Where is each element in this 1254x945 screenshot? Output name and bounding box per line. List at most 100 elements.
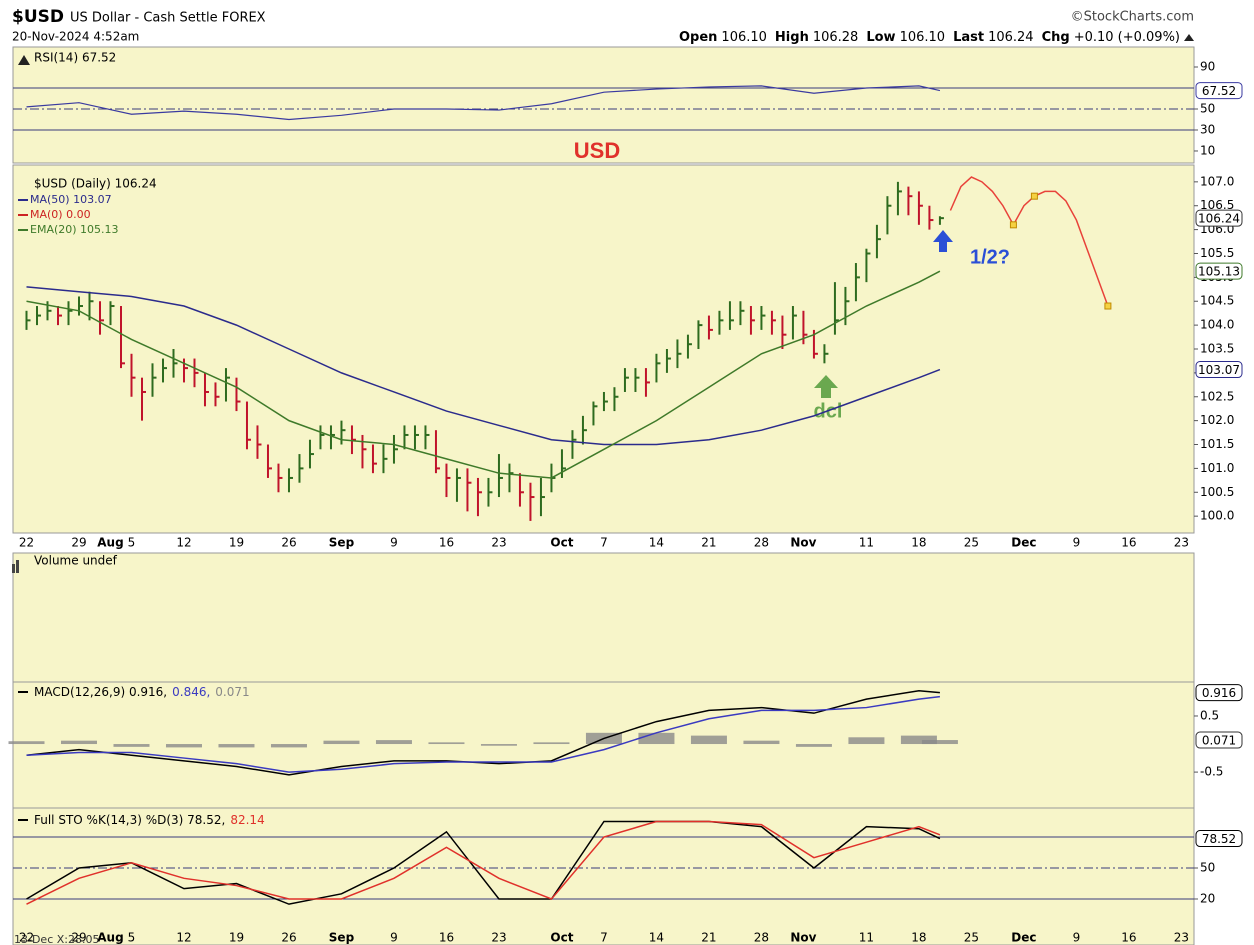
value-box bbox=[1195, 262, 1243, 280]
legend-label: EMA(20) 105.13 bbox=[30, 223, 119, 236]
x-tick-label: 5 bbox=[128, 536, 136, 550]
cursor-readout: 13-Dec X:28.05 bbox=[14, 933, 99, 945]
histogram-bar bbox=[638, 732, 675, 745]
y-tick-label: 0.5 bbox=[1200, 708, 1219, 722]
y-tick-label: 90 bbox=[1200, 60, 1215, 74]
x-tick-label: 22 bbox=[19, 931, 34, 945]
x-tick-label: 25 bbox=[964, 931, 979, 945]
x-tick-label: Dec bbox=[1011, 536, 1036, 550]
legend-label: MA(50) 103.07 bbox=[30, 193, 112, 206]
x-tick-label: 12 bbox=[176, 931, 191, 945]
arrow-up-blue bbox=[933, 230, 953, 252]
x-tick-label: 26 bbox=[281, 931, 296, 945]
series-line bbox=[26, 695, 941, 773]
y-tick-label: 107.0 bbox=[1200, 174, 1234, 188]
value-box-label: 105.13 bbox=[1198, 265, 1240, 279]
quote-label: High bbox=[775, 30, 809, 45]
x-tick-label: 9 bbox=[1073, 536, 1081, 550]
value-box bbox=[1195, 82, 1243, 100]
y-tick-label: 20 bbox=[1200, 891, 1215, 905]
x-tick-label: 9 bbox=[1073, 931, 1081, 945]
projection-point bbox=[1009, 221, 1017, 229]
y-tick-label: 102.5 bbox=[1200, 389, 1234, 403]
x-tick-label: 29 bbox=[71, 931, 86, 945]
histogram-bar bbox=[428, 742, 465, 745]
x-tick-label: 23 bbox=[491, 536, 506, 550]
y-tick-label: 30 bbox=[1200, 122, 1215, 136]
y-tick-label: 106.5 bbox=[1200, 198, 1234, 212]
series-line bbox=[26, 820, 941, 905]
y-tick-label: 50 bbox=[1200, 860, 1215, 874]
x-tick-label: Aug bbox=[97, 536, 123, 550]
rsi-panel bbox=[12, 46, 1195, 164]
projection-point bbox=[1030, 192, 1038, 200]
x-tick-label: Nov bbox=[790, 931, 816, 945]
x-tick-label: 23 bbox=[491, 931, 506, 945]
volume-icon bbox=[16, 560, 19, 573]
histogram-bar bbox=[375, 740, 412, 745]
value-box-label: 67.52 bbox=[1202, 84, 1236, 98]
y-tick-label: -0.5 bbox=[1200, 765, 1223, 779]
panel-title: MACD(12,26,9) 0.916, 0.846, 0.071 bbox=[34, 685, 250, 699]
value-box-label: 0.916 bbox=[1202, 686, 1236, 700]
panel-title: RSI(14) 67.52 bbox=[34, 51, 116, 65]
x-tick-label: 26 bbox=[281, 536, 296, 550]
histogram-bar bbox=[270, 744, 307, 748]
y-tick-label: 103.5 bbox=[1200, 342, 1234, 356]
panel-title: Full STO %K(14,3) %D(3) 78.52, 82.14 bbox=[34, 813, 265, 827]
y-tick-label: 102.0 bbox=[1200, 413, 1234, 427]
quote-value: +0.10 (+0.09%) bbox=[1074, 30, 1180, 45]
volume-icon bbox=[12, 564, 15, 573]
histogram-bar bbox=[8, 741, 45, 745]
macd-panel bbox=[12, 681, 1195, 809]
y-tick-label: 104.5 bbox=[1200, 294, 1234, 308]
x-tick-label: 25 bbox=[964, 536, 979, 550]
value-box-label: 103.07 bbox=[1198, 363, 1240, 377]
x-tick-label: Aug bbox=[97, 931, 123, 945]
value-box-label: 106.24 bbox=[1198, 212, 1240, 226]
x-tick-label: 11 bbox=[859, 536, 874, 550]
projection-point bbox=[1104, 302, 1112, 310]
quote-label: Low bbox=[866, 30, 895, 45]
x-tick-label: Sep bbox=[329, 931, 355, 945]
series-line bbox=[26, 689, 940, 776]
x-tick-label: 5 bbox=[128, 931, 136, 945]
histogram-bar bbox=[900, 735, 937, 745]
value-box bbox=[1195, 361, 1243, 379]
x-tick-label: 7 bbox=[600, 536, 608, 550]
x-tick-label: 22 bbox=[19, 536, 34, 550]
y-tick-label: 101.0 bbox=[1200, 461, 1234, 475]
y-tick-label: 50 bbox=[1200, 101, 1215, 115]
x-tick-label: 19 bbox=[229, 931, 244, 945]
y-tick-label: 101.5 bbox=[1200, 437, 1234, 451]
volume-panel bbox=[12, 552, 1195, 683]
price-panel bbox=[12, 164, 1195, 534]
date: 20-Nov-2024 4:52am bbox=[12, 30, 139, 44]
quote-value: 106.28 bbox=[813, 30, 859, 45]
x-tick-label: 11 bbox=[859, 931, 874, 945]
title-part: Full STO %K(14,3) %D(3) 78.52, bbox=[34, 813, 225, 827]
histogram-bar bbox=[795, 744, 832, 747]
title-part: 0.846, bbox=[172, 685, 210, 699]
x-tick-label: 23 bbox=[1174, 931, 1189, 945]
x-tick-label: 16 bbox=[439, 536, 454, 550]
histogram-bar bbox=[480, 744, 517, 746]
chg-arrow bbox=[1184, 34, 1194, 41]
annotation: 1/2? bbox=[970, 246, 1010, 268]
quote-value: 106.10 bbox=[721, 30, 767, 45]
value-box bbox=[1195, 209, 1243, 227]
y-tick-label: 104.0 bbox=[1200, 318, 1234, 332]
quote-value: 106.24 bbox=[988, 30, 1034, 45]
x-tick-label: Oct bbox=[550, 536, 573, 550]
x-tick-label: 28 bbox=[754, 931, 769, 945]
symbol: $USD bbox=[12, 7, 64, 27]
histogram-bar bbox=[218, 744, 255, 748]
y-tick-label: 100.5 bbox=[1200, 485, 1234, 499]
histogram-bar bbox=[690, 735, 727, 745]
quote-label: Last bbox=[953, 30, 984, 45]
quote-label: Chg bbox=[1042, 30, 1070, 45]
x-tick-label: 9 bbox=[390, 931, 398, 945]
x-tick-label: 7 bbox=[600, 931, 608, 945]
value-box-label: 0.071 bbox=[1202, 734, 1236, 748]
x-tick-label: 18 bbox=[911, 536, 926, 550]
